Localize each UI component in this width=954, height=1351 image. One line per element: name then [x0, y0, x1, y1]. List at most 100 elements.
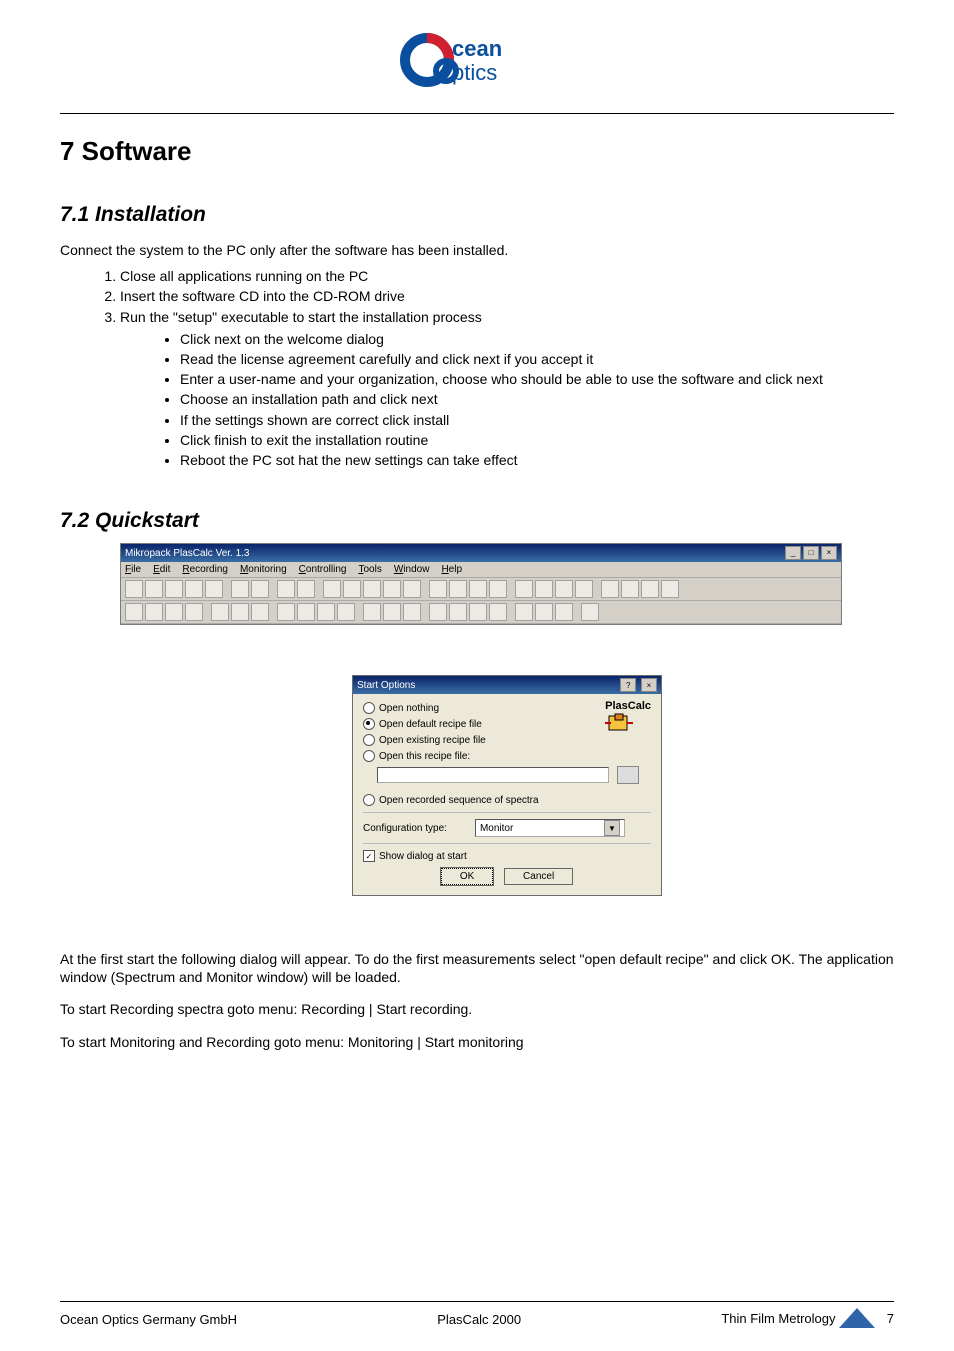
toolbar-button[interactable] — [403, 603, 421, 621]
recipe-path-input[interactable] — [377, 767, 609, 783]
toolbar-button[interactable] — [661, 580, 679, 598]
browse-button[interactable] — [617, 766, 639, 784]
toolbar-button[interactable] — [185, 603, 203, 621]
footer-left: Ocean Optics Germany GmbH — [60, 1312, 237, 1327]
menu-file[interactable]: File — [125, 564, 141, 575]
maximize-icon[interactable]: □ — [803, 546, 819, 560]
toolbar-button[interactable] — [297, 603, 315, 621]
toolbar-button[interactable] — [489, 603, 507, 621]
toolbar-button[interactable] — [145, 580, 163, 598]
toolbar-button[interactable] — [145, 603, 163, 621]
toolbar-button[interactable] — [621, 580, 639, 598]
toolbar-button[interactable] — [555, 580, 573, 598]
toolbar-button[interactable] — [383, 580, 401, 598]
toolbar-button[interactable] — [337, 603, 355, 621]
toolbar-button[interactable] — [343, 580, 361, 598]
radio-open-default[interactable] — [363, 718, 375, 730]
toolbar-button[interactable] — [185, 580, 203, 598]
toolbar-button[interactable] — [277, 603, 295, 621]
start-options-dialog: Start Options ? × PlasCalc — [352, 675, 662, 896]
toolbar-button[interactable] — [297, 580, 315, 598]
toolbar-button[interactable] — [125, 580, 143, 598]
toolbar-button[interactable] — [125, 603, 143, 621]
plascalc-logo: PlasCalc — [605, 700, 651, 737]
toolbar-button[interactable] — [211, 603, 229, 621]
radio-label: Open nothing — [379, 703, 439, 714]
header-rule — [60, 113, 894, 114]
toolbar-button[interactable] — [165, 603, 183, 621]
toolbar-button[interactable] — [641, 580, 659, 598]
quickstart-para-1: At the first start the following dialog … — [60, 950, 894, 986]
toolbar-button[interactable] — [469, 603, 487, 621]
toolbar-button[interactable] — [317, 603, 335, 621]
toolbar-button[interactable] — [383, 603, 401, 621]
page-number: 7 — [887, 1311, 894, 1326]
radio-open-existing[interactable] — [363, 734, 375, 746]
toolbar-button[interactable] — [555, 603, 573, 621]
toolbar-button[interactable] — [231, 603, 249, 621]
toolbar-button[interactable] — [581, 603, 599, 621]
close-icon[interactable]: × — [821, 546, 837, 560]
radio-label: Open default recipe file — [379, 719, 482, 730]
show-dialog-checkbox[interactable]: ✓ — [363, 850, 375, 862]
toolbar-button[interactable] — [231, 580, 249, 598]
menu-controlling[interactable]: Controlling — [299, 564, 347, 575]
radio-label: Open existing recipe file — [379, 735, 486, 746]
menu-window[interactable]: Window — [394, 564, 430, 575]
menu-monitoring[interactable]: Monitoring — [240, 564, 287, 575]
app-menubar: File Edit Recording Monitoring Controlli… — [121, 562, 841, 578]
menu-tools[interactable]: Tools — [358, 564, 381, 575]
menu-help[interactable]: Help — [441, 564, 462, 575]
logo-text-1: cean — [452, 36, 502, 61]
list-item: Run the "setup" executable to start the … — [120, 308, 894, 326]
toolbar-button[interactable] — [515, 580, 533, 598]
toolbar-button[interactable] — [535, 603, 553, 621]
page-footer: Ocean Optics Germany GmbH PlasCalc 2000 … — [60, 1301, 894, 1331]
chapter-heading: 7 Software — [60, 136, 894, 167]
toolbar-button[interactable] — [251, 603, 269, 621]
minimize-icon[interactable]: _ — [785, 546, 801, 560]
toolbar-button[interactable] — [575, 580, 593, 598]
radio-label: Open this recipe file: — [379, 751, 470, 762]
toolbar-button[interactable] — [449, 580, 467, 598]
config-type-label: Configuration type: — [363, 823, 447, 834]
list-item: Reboot the PC sot hat the new settings c… — [180, 451, 894, 469]
section-heading-quickstart: 7.2 Quickstart — [60, 509, 894, 533]
toolbar-button[interactable] — [469, 580, 487, 598]
toolbar-button[interactable] — [251, 580, 269, 598]
menu-recording[interactable]: Recording — [182, 564, 228, 575]
close-icon[interactable]: × — [641, 678, 657, 692]
toolbar-button[interactable] — [449, 603, 467, 621]
cancel-button[interactable]: Cancel — [504, 868, 573, 885]
dialog-title: Start Options — [357, 680, 415, 691]
toolbar-button[interactable] — [515, 603, 533, 621]
quickstart-para-3: To start Monitoring and Recording goto m… — [60, 1033, 894, 1051]
toolbar-button[interactable] — [601, 580, 619, 598]
toolbar-button[interactable] — [535, 580, 553, 598]
menu-edit[interactable]: Edit — [153, 564, 170, 575]
install-steps: Close all applications running on the PC… — [120, 267, 894, 326]
radio-open-nothing[interactable] — [363, 702, 375, 714]
toolbar-button[interactable] — [165, 580, 183, 598]
list-item: Close all applications running on the PC — [120, 267, 894, 285]
app-window-screenshot: Mikropack PlasCalc Ver. 1.3 _ □ × File E… — [120, 543, 842, 625]
radio-open-this[interactable] — [363, 750, 375, 762]
quickstart-para-2: To start Recording spectra goto menu: Re… — [60, 1000, 894, 1018]
toolbar-button[interactable] — [205, 580, 223, 598]
header-logo: cean ptics — [60, 30, 894, 95]
toolbar-button[interactable] — [363, 603, 381, 621]
help-icon[interactable]: ? — [620, 678, 636, 692]
toolbar-button[interactable] — [429, 580, 447, 598]
toolbar-button[interactable] — [489, 580, 507, 598]
checkbox-label: Show dialog at start — [379, 851, 467, 862]
toolbar-button[interactable] — [277, 580, 295, 598]
toolbar-button[interactable] — [403, 580, 421, 598]
toolbar-button[interactable] — [429, 603, 447, 621]
toolbar-button[interactable] — [323, 580, 341, 598]
ok-button[interactable]: OK — [441, 868, 493, 885]
toolbar-button[interactable] — [363, 580, 381, 598]
config-type-select[interactable]: Monitor ▼ — [475, 819, 625, 837]
radio-open-sequence[interactable] — [363, 794, 375, 806]
list-item: Choose an installation path and click ne… — [180, 390, 894, 408]
radio-label: Open recorded sequence of spectra — [379, 795, 539, 806]
